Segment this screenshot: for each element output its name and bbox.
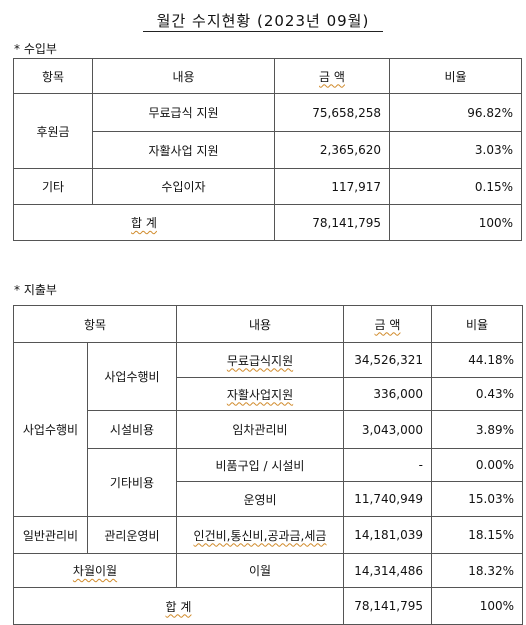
- row-ratio: 0.00%: [431, 448, 523, 482]
- subcategory-business: 사업수행비: [87, 342, 177, 411]
- row-content: 운영비: [176, 481, 344, 517]
- category-carryover: 차월이월: [13, 553, 177, 588]
- header-content: 내용: [176, 305, 344, 343]
- header-content: 내용: [92, 58, 275, 94]
- income-total-row: 합 계 78,141,795 100%: [13, 204, 522, 241]
- row-ratio: 0.43%: [431, 377, 523, 411]
- table-row: 일반관리비 관리운영비 인건비,통신비,공과금,세금 14,181,039 18…: [13, 516, 523, 554]
- category-other: 기타: [13, 168, 93, 205]
- header-amount: 금 액: [274, 58, 390, 94]
- row-content: 비품구입 / 시설비: [176, 448, 344, 482]
- category-donation: 후원금: [13, 93, 93, 169]
- row-amount: 3,043,000: [343, 410, 432, 449]
- row-amount: 14,181,039: [343, 516, 432, 554]
- expense-table: 항목 내용 금 액 비율 사업수행비 사업수행비 무료급식지원 34,526,3…: [13, 305, 523, 625]
- row-ratio: 3.89%: [431, 410, 523, 449]
- row-ratio: 3.03%: [389, 131, 522, 169]
- table-row: 운영비 11,740,949 15.03%: [14, 481, 523, 517]
- row-content: 수입이자: [92, 168, 275, 205]
- row-amount: -: [343, 448, 432, 482]
- subcategory-other: 기타비용: [87, 448, 177, 517]
- header-amount: 금 액: [343, 305, 432, 343]
- total-ratio: 100%: [431, 587, 523, 625]
- category-business: 사업수행비: [13, 342, 88, 517]
- table-row: 차월이월 이월 14,314,486 18.32%: [13, 553, 523, 588]
- row-amount: 117,917: [274, 168, 390, 205]
- row-content: 인건비,통신비,공과금,세금: [176, 516, 344, 554]
- expense-total-row: 합 계 78,141,795 100%: [13, 587, 523, 625]
- row-ratio: 18.15%: [431, 516, 523, 554]
- subcategory-general: 관리운영비: [87, 516, 177, 554]
- row-amount: 14,314,486: [343, 553, 432, 588]
- row-content: 무료급식지원: [176, 342, 344, 378]
- table-row: 시설비용 임차관리비 3,043,000 3.89%: [14, 410, 523, 449]
- row-amount: 336,000: [343, 377, 432, 411]
- row-amount: 11,740,949: [343, 481, 432, 517]
- table-row: 자활사업지원 336,000 0.43%: [14, 377, 523, 411]
- header-ratio: 비율: [389, 58, 522, 94]
- row-content: 자활사업지원: [176, 377, 344, 411]
- total-label: 합 계: [13, 204, 275, 241]
- row-content: 이월: [176, 553, 344, 588]
- table-row: 후원금 무료급식 지원 75,658,258 96.82%: [13, 93, 522, 169]
- row-amount: 34,526,321: [343, 342, 432, 378]
- row-ratio: 18.32%: [431, 553, 523, 588]
- total-amount: 78,141,795: [343, 587, 432, 625]
- row-content: 무료급식 지원: [92, 93, 275, 132]
- row-ratio: 0.15%: [389, 168, 522, 205]
- row-amount: 2,365,620: [274, 131, 390, 169]
- total-amount: 78,141,795: [274, 204, 390, 241]
- category-general: 일반관리비: [13, 516, 88, 554]
- expense-header-row: 항목 내용 금 액 비율: [13, 305, 523, 343]
- expense-section-label: * 지출부: [14, 283, 57, 297]
- row-amount: 75,658,258: [274, 93, 390, 132]
- table-row: 자활사업 지원 2,365,620 3.03%: [14, 131, 522, 169]
- header-ratio: 비율: [431, 305, 523, 343]
- row-ratio: 15.03%: [431, 481, 523, 517]
- table-row: 기타비용 비품구입 / 시설비 - 0.00%: [14, 448, 523, 517]
- row-ratio: 44.18%: [431, 342, 523, 378]
- table-row: 사업수행비 사업수행비 무료급식지원 34,526,321 44.18%: [13, 342, 523, 517]
- income-table: 항목 내용 금 액 비율 후원금 무료급식 지원 75,658,258 96.8…: [13, 58, 522, 241]
- total-label: 합 계: [13, 587, 344, 625]
- row-content: 자활사업 지원: [92, 131, 275, 169]
- row-content: 임차관리비: [176, 410, 344, 449]
- subcategory-facility: 시설비용: [87, 410, 177, 449]
- table-row: 기타 수입이자 117,917 0.15%: [13, 168, 522, 205]
- income-section-label: * 수입부: [14, 42, 57, 56]
- page-title: 월간 수지현황 (2023년 09월): [0, 10, 526, 32]
- header-category: 항목: [13, 58, 93, 94]
- income-header-row: 항목 내용 금 액 비율: [13, 58, 522, 94]
- header-category: 항목: [13, 305, 177, 343]
- row-ratio: 96.82%: [389, 93, 522, 132]
- total-ratio: 100%: [389, 204, 522, 241]
